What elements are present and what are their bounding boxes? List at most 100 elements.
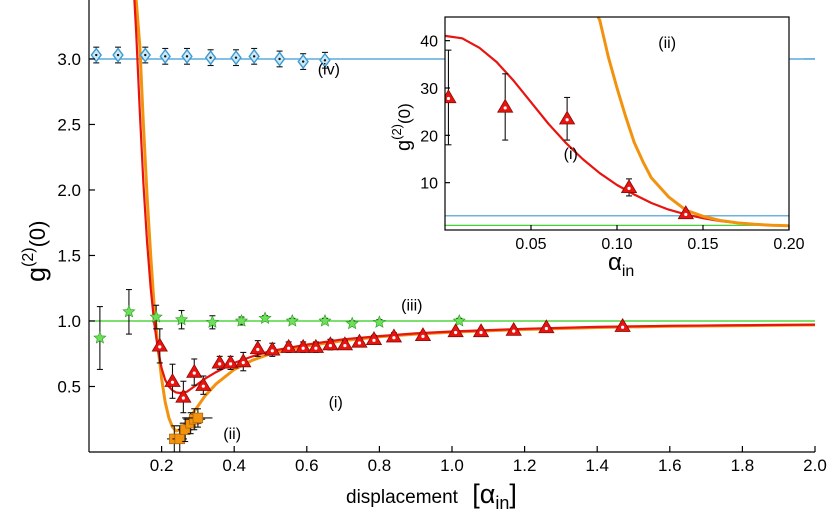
i-points-marker: [307, 338, 325, 353]
iv-points-marker-dot: [185, 55, 189, 58]
main-x-axis-title: displacement [αin]: [346, 479, 517, 513]
inset-x-axis-title: αin: [608, 249, 634, 280]
iv-points-marker-dot: [164, 55, 167, 58]
main-x-tick-label: 1.4: [585, 456, 609, 475]
inset-i-points-marker-dot: [627, 186, 631, 190]
i-points-marker: [472, 323, 490, 338]
i-points-marker-dot: [301, 346, 305, 350]
main-ticks: 0.2 0.4 0.6 0.8 1.0 1.2 1.4 1.6 1.8 2.0 0.5 1.0 1.5 2…: [57, 50, 826, 475]
i-points-marker: [175, 388, 192, 403]
inset-curve-labels: (i) (ii): [564, 35, 676, 163]
i-points-marker-dot: [314, 346, 318, 350]
main-y-tick-label: 2.0: [57, 181, 81, 200]
iii-points-point: [258, 311, 272, 325]
iv-points-marker-dot: [323, 59, 327, 62]
main-x-axis-title-unit: [α: [472, 479, 495, 509]
i-points-point: [211, 354, 228, 371]
iv-points-point: [181, 47, 193, 65]
inset-i-points-marker: [677, 205, 694, 220]
i-points-point: [235, 351, 252, 372]
i-points-marker-dot: [392, 336, 396, 340]
iv-points-point: [90, 46, 103, 64]
i-points-marker: [280, 338, 297, 353]
ii-points-marker: [180, 424, 191, 435]
iv-points-marker-dot: [95, 53, 98, 57]
i-points-marker-dot: [270, 349, 274, 353]
main-y-tick-label: 1.0: [57, 312, 81, 331]
main-y-axis-title-sup: (2): [20, 247, 37, 267]
i-points-point: [294, 338, 312, 353]
iv-points-point: [297, 53, 309, 70]
iii-points-point: [345, 316, 359, 330]
iv-points-marker-dot: [209, 56, 212, 59]
i-points-point: [249, 340, 266, 357]
inset-x-tick-label: 0.10: [601, 236, 632, 253]
ii-points-point: [183, 408, 213, 428]
inset-ii-curve: [596, 17, 789, 228]
iv-points-marker-dot: [301, 60, 305, 63]
main-x-axis-title-unit-sub: in: [495, 493, 509, 513]
i-points-marker: [195, 376, 212, 391]
iv-points-point: [112, 46, 124, 64]
inset-i-points-point: [497, 73, 514, 141]
i-points-marker-dot: [170, 380, 175, 384]
inset-ticks: 0.05 0.10 0.15 0.20 10 20 30 40: [420, 34, 804, 253]
i-points-marker-dot: [479, 330, 483, 335]
iii-points-marker: [285, 314, 299, 327]
iv-points-point: [319, 51, 331, 69]
i-points-marker: [322, 336, 339, 351]
inset-i-points-marker: [497, 98, 514, 113]
main-curve-labels: (i) (ii) (iii) (iv): [223, 62, 422, 443]
iv-points-point: [230, 49, 242, 67]
inset-i-points-point: [677, 205, 694, 220]
inset-plot: 0.05 0.10 0.15 0.20 10 20 30 40 (i) (ii) αin g(2…: [389, 16, 805, 280]
iv-points-point: [273, 50, 286, 68]
i-points-point: [164, 363, 181, 399]
iii-points-point: [452, 314, 466, 327]
inset-i-points-point: [620, 178, 638, 197]
i-points-point: [447, 323, 464, 338]
inset-frame: [445, 17, 789, 230]
i-points-point: [414, 327, 432, 342]
i-points-marker: [222, 354, 239, 369]
i-points-marker-dot: [241, 361, 245, 365]
iv-points-point: [139, 46, 152, 64]
i-points-marker-dot: [544, 326, 548, 331]
i-points-point: [186, 358, 203, 386]
i-points-marker-dot: [228, 362, 233, 366]
inset-x-tick-label: 0.15: [687, 236, 718, 253]
i-points-marker: [614, 317, 631, 332]
i-points-point: [195, 375, 212, 395]
iii-points-point: [372, 315, 387, 328]
i-points-point: [264, 341, 281, 357]
main-y-tick-label: 3.0: [57, 50, 81, 69]
i-points-point: [280, 338, 297, 353]
inset-y-tick-label: 40: [420, 34, 438, 51]
main-x-tick-label: 0.4: [222, 456, 246, 475]
iii-points-point: [122, 288, 136, 335]
main-curve-label: (iii): [401, 298, 422, 315]
iii-points-marker: [149, 310, 163, 323]
i-points-point: [322, 336, 339, 351]
iv-points-marker-dot: [234, 56, 238, 59]
i-points-marker: [164, 372, 181, 387]
i-points-marker-dot: [192, 371, 196, 375]
main-y-axis-title: g(2)(0): [20, 221, 51, 282]
i-points-marker-dot: [158, 345, 162, 349]
iii-points-marker: [93, 330, 107, 344]
inset-y-axis-title-tail: (0): [395, 103, 414, 124]
i-points-point: [365, 331, 383, 345]
iv-points-marker-dot: [252, 55, 256, 58]
main-x-tick-label: 0.6: [295, 456, 319, 475]
inset-i-points-marker: [620, 179, 638, 194]
inset-y-axis-title: g(2)(0): [389, 103, 415, 151]
i-points-marker-dot: [343, 343, 347, 348]
iv-points-point: [159, 47, 171, 65]
main-y-tick-label: 0.5: [57, 377, 81, 396]
iii-points-marker: [452, 314, 466, 327]
iii-points-marker: [122, 304, 136, 318]
main-y-tick-label: 2.5: [57, 115, 81, 134]
inset-points: [445, 49, 694, 220]
iv-points-marker-dot: [278, 57, 281, 61]
i-points-point: [472, 323, 490, 338]
